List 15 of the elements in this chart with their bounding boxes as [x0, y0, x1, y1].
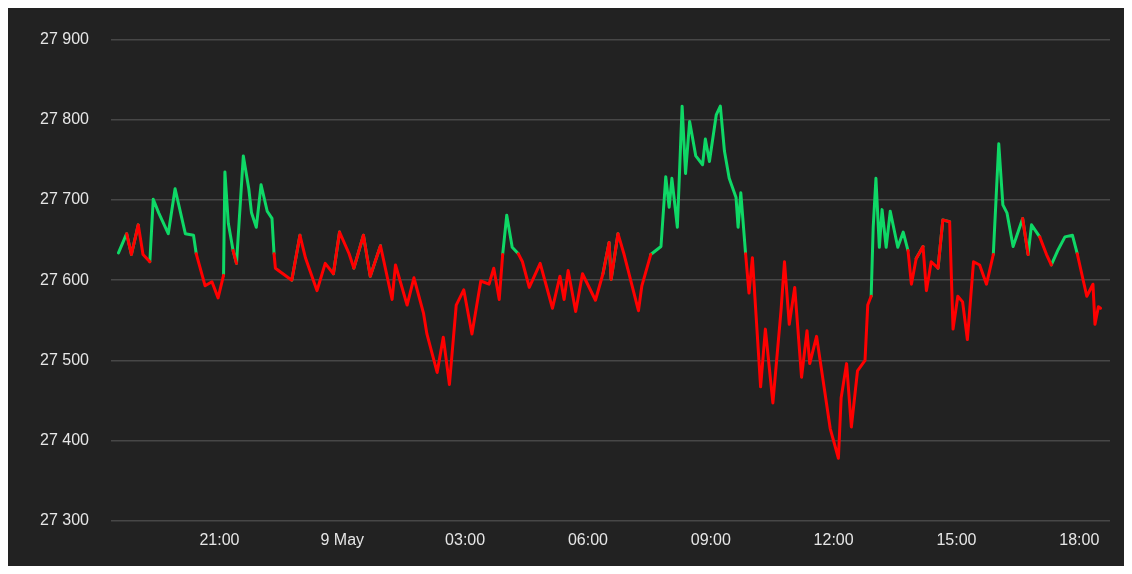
x-tick-label: 06:00: [567, 530, 609, 548]
x-tick-label: 03:00: [445, 530, 486, 548]
y-tick-label: 27 400: [40, 431, 90, 449]
x-tick-label: 09:00: [690, 530, 731, 548]
y-tick-label: 27 500: [40, 350, 90, 368]
y-tick-label: 27 600: [40, 270, 90, 288]
y-tick-label: 27 900: [40, 30, 90, 48]
x-tick-label: 9 May: [320, 530, 365, 548]
y-tick-label: 27 700: [40, 190, 90, 208]
x-tick-label: 21:00: [199, 530, 240, 548]
x-tick-label: 12:00: [813, 530, 854, 548]
x-tick-label: 18:00: [1059, 530, 1100, 548]
y-tick-label: 27 800: [40, 110, 90, 128]
x-tick-label: 15:00: [936, 530, 977, 548]
y-tick-label: 27 300: [40, 511, 90, 529]
